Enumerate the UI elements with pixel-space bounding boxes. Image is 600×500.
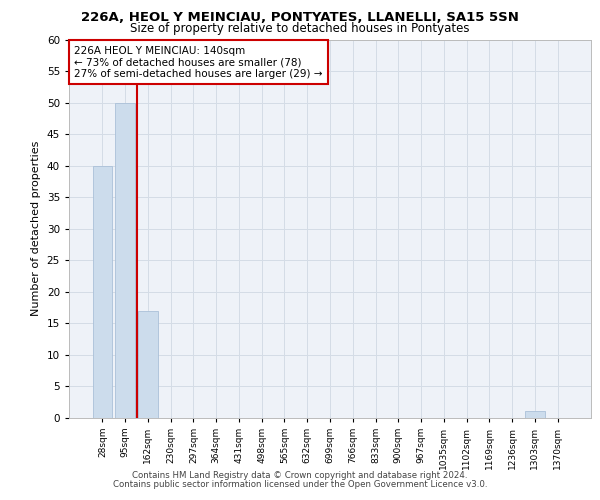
- Text: Contains public sector information licensed under the Open Government Licence v3: Contains public sector information licen…: [113, 480, 487, 489]
- Bar: [525, 411, 545, 418]
- Text: 226A, HEOL Y MEINCIAU, PONTYATES, LLANELLI, SA15 5SN: 226A, HEOL Y MEINCIAU, PONTYATES, LLANEL…: [81, 11, 519, 24]
- Text: Size of property relative to detached houses in Pontyates: Size of property relative to detached ho…: [130, 22, 470, 35]
- Bar: [93, 166, 112, 417]
- Bar: [115, 103, 135, 418]
- Text: Contains HM Land Registry data © Crown copyright and database right 2024.: Contains HM Land Registry data © Crown c…: [132, 471, 468, 480]
- Bar: [138, 310, 158, 418]
- Y-axis label: Number of detached properties: Number of detached properties: [31, 141, 41, 316]
- Text: 226A HEOL Y MEINCIAU: 140sqm
← 73% of detached houses are smaller (78)
27% of se: 226A HEOL Y MEINCIAU: 140sqm ← 73% of de…: [74, 46, 323, 79]
